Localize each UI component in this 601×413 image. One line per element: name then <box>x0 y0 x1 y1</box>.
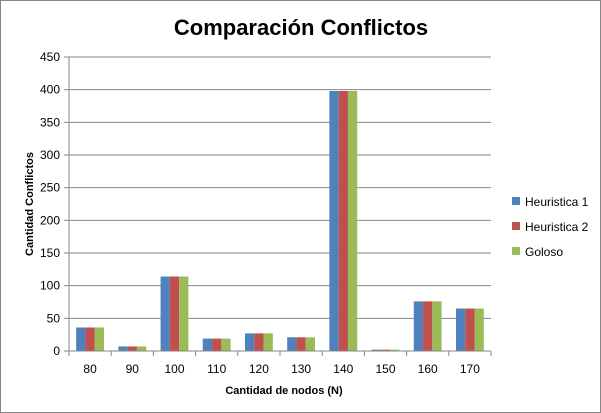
legend-swatch <box>512 197 520 205</box>
y-tick-label: 300 <box>40 148 60 162</box>
y-tick-label: 100 <box>40 279 60 293</box>
bar-goloso-130 <box>305 337 316 351</box>
bar-goloso-80 <box>94 327 105 351</box>
bar-heuristica-1-170 <box>455 308 466 351</box>
bar-goloso-110 <box>221 338 231 351</box>
gridlines <box>64 56 491 352</box>
bar-goloso-150 <box>390 349 400 351</box>
bar-goloso-90 <box>136 346 147 351</box>
bar-goloso-140 <box>347 90 358 351</box>
bar-goloso-170 <box>474 308 484 351</box>
bar-heuristica-2-120 <box>254 333 264 351</box>
y-tick-label: 0 <box>53 344 60 358</box>
x-tick-label: 100 <box>164 362 184 376</box>
bar-heuristica-2-160 <box>423 301 433 351</box>
bars <box>76 90 484 351</box>
y-tick-label: 200 <box>40 213 60 227</box>
bar-heuristica-1-130 <box>287 337 297 351</box>
bar-goloso-160 <box>432 301 442 351</box>
legend-swatch <box>512 247 520 255</box>
x-tick-label: 110 <box>207 362 226 376</box>
x-tick-label: 150 <box>375 362 395 376</box>
legend-label: Goloso <box>525 245 563 259</box>
legend-swatch <box>512 222 520 230</box>
bar-heuristica-1-140 <box>329 90 339 351</box>
legend: Heuristica 1 Heuristica 2 Goloso <box>512 195 589 259</box>
bar-heuristica-1-110 <box>202 338 213 351</box>
y-tick-label: 150 <box>40 246 60 260</box>
x-tick-label: 80 <box>83 362 97 376</box>
x-tick-label: 160 <box>418 362 438 376</box>
bar-heuristica-2-100 <box>169 276 180 351</box>
bar-heuristica-2-140 <box>338 90 348 351</box>
y-tick-label: 50 <box>47 311 61 325</box>
y-tick-labels: 0 50 100 150 200 250 300 350 400 450 <box>40 50 60 358</box>
x-tick-label: 120 <box>249 362 269 376</box>
x-tick-labels: 80 90 100 110 120 130 140 150 160 170 <box>83 362 480 376</box>
x-tick-label: 90 <box>126 362 140 376</box>
bar-heuristica-2-150 <box>380 349 391 351</box>
bar-heuristica-2-90 <box>127 346 137 351</box>
bar-heuristica-1-90 <box>118 346 128 351</box>
x-tick-label: 170 <box>460 362 480 376</box>
bar-heuristica-1-150 <box>371 349 381 351</box>
x-axis-title: Cantidad de nodos (N) <box>225 385 343 397</box>
bar-heuristica-1-100 <box>160 276 170 351</box>
y-tick-label: 400 <box>40 83 60 97</box>
x-tick-label: 140 <box>333 362 353 376</box>
y-tick-label: 350 <box>40 115 60 129</box>
bar-heuristica-1-120 <box>244 333 255 351</box>
chart-title: Comparación Conflictos <box>174 15 428 40</box>
axes <box>68 57 492 356</box>
bar-heuristica-2-170 <box>465 308 475 351</box>
legend-label: Heuristica 1 <box>525 195 589 209</box>
y-tick-label: 250 <box>40 181 60 195</box>
y-tick-label: 450 <box>40 50 60 64</box>
bar-goloso-120 <box>263 333 273 351</box>
x-tick-label: 130 <box>291 362 311 376</box>
y-axis-title: Cantidad Conflictos <box>24 152 36 256</box>
bar-heuristica-2-110 <box>212 338 222 351</box>
bar-goloso-100 <box>179 276 189 351</box>
bar-heuristica-2-80 <box>85 327 95 351</box>
bar-heuristica-1-80 <box>76 327 86 351</box>
legend-label: Heuristica 2 <box>525 220 589 234</box>
bar-heuristica-2-130 <box>296 337 306 351</box>
bar-heuristica-1-160 <box>413 301 424 351</box>
